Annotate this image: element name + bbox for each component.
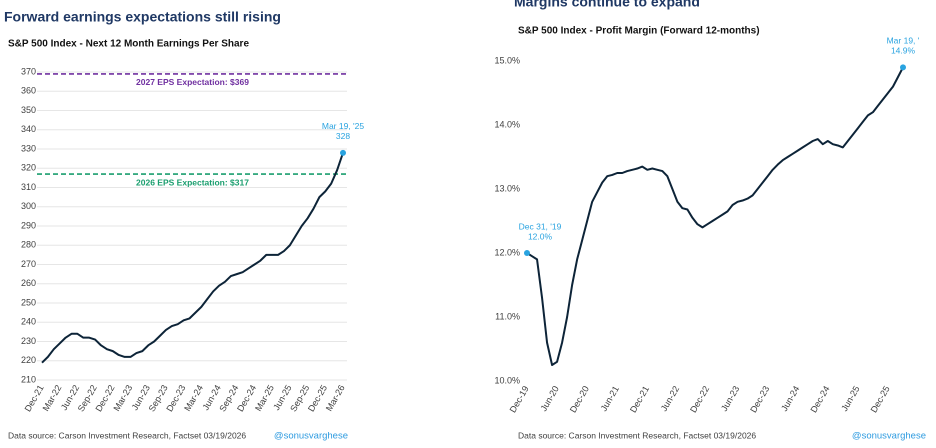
chart-subtitle: S&P 500 Index - Profit Margin (Forward 1… [518, 26, 760, 37]
y-tick-label: 370 [21, 66, 36, 76]
y-tick-label: 15.0% [494, 55, 520, 65]
annotation-date: Mar 19, '25 [322, 121, 365, 131]
y-tick-label: 12.0% [494, 247, 520, 257]
y-tick-label: 220 [21, 355, 36, 365]
data-source: Data source: Carson Investment Research,… [518, 430, 756, 440]
y-tick-label: 300 [21, 201, 36, 211]
reference-label: 2027 EPS Expectation: $369 [136, 77, 249, 87]
annotation-value: 328 [336, 131, 350, 141]
line-series [41, 152, 344, 364]
y-tick-label: 290 [21, 220, 36, 230]
x-tick-label: Dec-21 [628, 384, 651, 414]
y-tick-label: 320 [21, 163, 36, 173]
y-tick-label: 310 [21, 182, 36, 192]
y-tick-label: 270 [21, 259, 36, 269]
y-tick-label: 10.0% [494, 375, 520, 385]
x-tick-label: Jun-25 [839, 384, 861, 413]
author-handle: @sonusvarghese [852, 431, 926, 442]
y-tick-label: 230 [21, 336, 36, 346]
chart-title: Forward earnings expectations still risi… [4, 9, 281, 25]
y-tick-label: 360 [21, 86, 36, 96]
y-tick-label: 13.0% [494, 183, 520, 193]
y-tick-label: 340 [21, 124, 36, 134]
y-tick-label: 210 [21, 374, 36, 384]
y-tick-label: 240 [21, 317, 36, 327]
y-tick-label: 14.0% [494, 119, 520, 129]
line-series [526, 66, 904, 366]
x-tick-label: Jun-22 [659, 384, 681, 413]
y-tick-label: 330 [21, 143, 36, 153]
chart-subtitle: S&P 500 Index - Next 12 Month Earnings P… [8, 39, 249, 50]
y-tick-label: 350 [21, 105, 36, 115]
end-point [340, 149, 346, 156]
end-point [524, 250, 530, 256]
annotation-date: Dec 31, '19 [519, 221, 562, 231]
annotation-value: 14.9% [891, 46, 916, 56]
y-tick-label: 11.0% [495, 311, 520, 321]
annotation-date: Mar 19, ' [887, 36, 920, 46]
y-tick-label: 250 [21, 297, 36, 307]
x-tick-label: Dec-23 [748, 384, 771, 414]
end-point [900, 64, 906, 71]
annotation-value: 12.0% [528, 231, 553, 241]
chart-title: Margins continue to expand [514, 0, 700, 10]
x-tick-label: Dec-19 [508, 384, 531, 414]
reference-label: 2026 EPS Expectation: $317 [136, 177, 249, 187]
x-tick-label: Jun-21 [599, 384, 621, 413]
x-tick-label: Jun-23 [719, 384, 741, 413]
x-tick-label: Dec-25 [869, 384, 892, 414]
y-tick-label: 260 [21, 278, 36, 288]
author-handle: @sonusvarghese [274, 431, 348, 442]
y-tick-label: 280 [21, 240, 36, 250]
x-tick-label: Dec-20 [568, 384, 591, 414]
x-tick-label: Dec-22 [688, 384, 711, 414]
x-tick-label: Jun-20 [538, 384, 560, 413]
x-tick-label: Dec-24 [808, 384, 831, 414]
x-tick-label: Jun-24 [779, 384, 801, 413]
data-source: Data source: Carson Investment Research,… [8, 430, 246, 440]
